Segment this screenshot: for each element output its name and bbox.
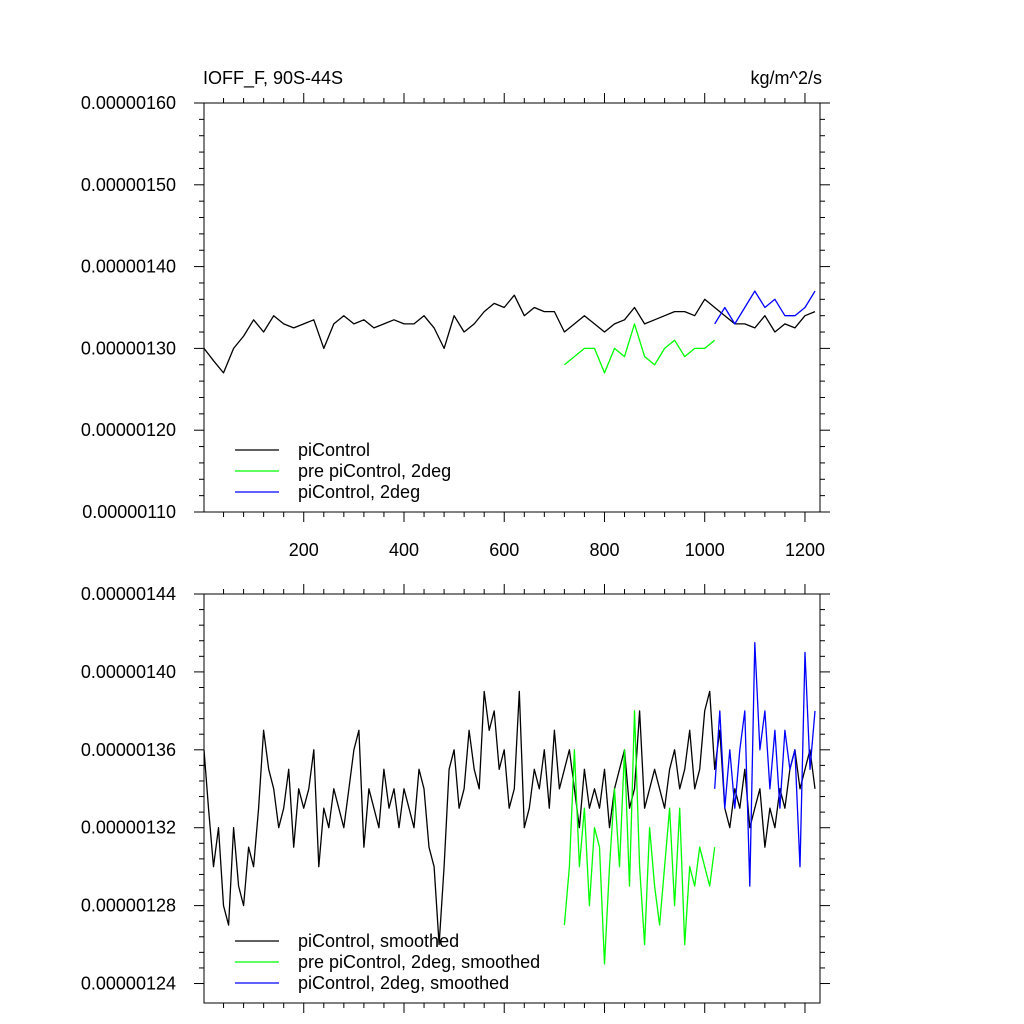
y-tick-label: 0.00000120 <box>81 420 176 440</box>
top-panel: IOFF_F, 90S-44S kg/m^2/s 200 400 600 800 100… <box>81 68 830 560</box>
x-tick-label: 200 <box>289 540 319 560</box>
plot-frame <box>203 102 821 513</box>
x-tick-label: 600 <box>489 540 519 560</box>
units-label: kg/m^2/s <box>751 68 822 88</box>
x-tick-label: 400 <box>389 540 419 560</box>
legend-label: piControl <box>298 440 370 460</box>
x-tick-label: 1000 <box>685 540 725 560</box>
series-line <box>714 290 816 325</box>
series-line <box>203 294 816 374</box>
y-tick-label: 0.00000160 <box>81 93 176 113</box>
plot-frame <box>203 593 821 1004</box>
y-tick-label: 0.00000136 <box>81 740 176 760</box>
legend-label: piControl, smoothed <box>298 931 459 951</box>
bottom-panel: 0.00000124 0.00000128 0.00000132 0.00000136… <box>81 584 830 1013</box>
y-tick-label: 0.00000140 <box>81 662 176 682</box>
legend-label: pre piControl, 2deg <box>298 461 451 481</box>
y-tick-label: 0.00000124 <box>81 974 176 994</box>
series-line <box>563 710 716 965</box>
y-tick-label: 0.00000140 <box>81 257 176 277</box>
panel-title: IOFF_F, 90S-44S <box>203 68 343 89</box>
x-tick-label: 800 <box>589 540 619 560</box>
y-tick-label: 0.00000110 <box>82 502 176 522</box>
legend-label: piControl, 2deg <box>298 482 420 502</box>
series-line <box>563 323 716 374</box>
y-tick-label: 0.00000144 <box>81 584 176 604</box>
series-line <box>203 690 816 946</box>
y-tick-label: 0.00000132 <box>81 818 176 838</box>
y-tick-label: 0.00000128 <box>81 896 176 916</box>
legend-label: piControl, 2deg, smoothed <box>298 973 509 993</box>
y-tick-label: 0.00000130 <box>81 338 176 358</box>
x-tick-label: 1200 <box>785 540 825 560</box>
y-tick-label: 0.00000150 <box>81 175 176 195</box>
series-line <box>714 642 816 887</box>
legend-label: pre piControl, 2deg, smoothed <box>298 952 540 972</box>
